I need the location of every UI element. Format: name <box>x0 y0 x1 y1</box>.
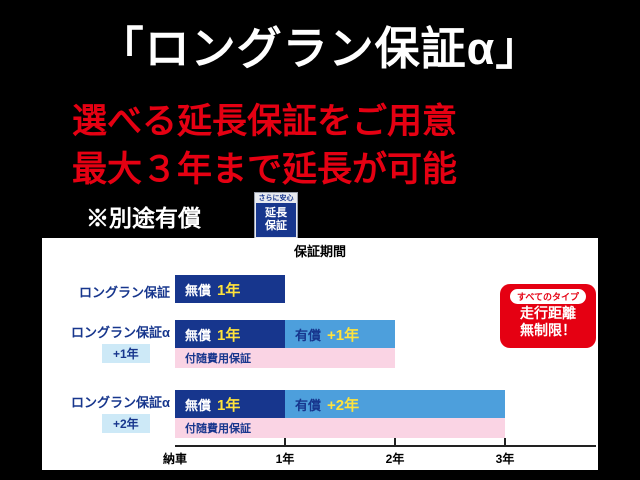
subtitle-line-2: 最大３年まで延長が可能 <box>72 150 458 189</box>
axis-label-3yr: 3年 <box>495 452 515 466</box>
bar-free-value-row3: 1年 <box>217 396 241 414</box>
badge-line-2: 無制限！ <box>520 322 576 338</box>
axis-tick-3yr <box>504 438 506 447</box>
bar-paid-value-row3: +2年 <box>327 396 360 414</box>
bar-paid-row2: 有償 +1年 <box>285 320 395 348</box>
axis-label-2yr: 2年 <box>385 452 405 466</box>
row-label-longrun: ロングラン保証 <box>78 285 170 300</box>
axis-tick-1yr <box>284 438 286 447</box>
bar-free-row3: 無償 1年 <box>175 390 285 418</box>
bar-free-row1: 無償 1年 <box>175 275 285 303</box>
page-title: 「ロングラン保証α」 <box>98 23 542 74</box>
bar-free-label-row3: 無償 <box>185 397 212 413</box>
chart-title: 保証期間 <box>293 244 346 259</box>
stamp-line-2: 保証 <box>265 220 287 232</box>
row-sublabel-alpha1: +1年 <box>102 344 150 363</box>
bar-free-value-row1: 1年 <box>217 281 241 299</box>
row-label-alpha2: ロングラン保証α <box>71 395 170 410</box>
axis-label-1yr: 1年 <box>275 452 295 466</box>
bar-rider-row2: 付随費用保証 <box>175 348 395 368</box>
stamp-body: 延長 保証 <box>256 203 296 237</box>
bar-free-label-row2: 無償 <box>185 327 212 343</box>
unlimited-mileage-badge: すべてのタイプ 走行距離 無制限！ <box>500 284 596 348</box>
row-sublabel-alpha2: +2年 <box>102 414 150 433</box>
badge-line-1: 走行距離 <box>520 305 576 321</box>
extended-warranty-stamp-icon: さらに安心 延長 保証 <box>254 192 298 240</box>
badge-pill: すべてのタイプ <box>509 289 586 304</box>
bar-free-label-row1: 無償 <box>185 282 212 298</box>
row-label-alpha1: ロングラン保証α <box>71 325 170 340</box>
bar-paid-row3: 有償 +2年 <box>285 390 505 418</box>
x-axis-line <box>175 445 596 447</box>
stamp-caption: さらに安心 <box>258 195 294 202</box>
axis-tick-2yr <box>394 438 396 447</box>
bar-paid-label-row2: 有償 <box>295 327 322 343</box>
bar-free-row2: 無償 1年 <box>175 320 285 348</box>
bar-paid-value-row2: +1年 <box>327 326 360 344</box>
paid-option-note: ※別途有償 <box>86 205 201 231</box>
bar-free-value-row2: 1年 <box>217 326 241 344</box>
bar-paid-label-row3: 有償 <box>295 397 322 413</box>
axis-label-delivery: 納車 <box>162 452 187 466</box>
subtitle-line-1: 選べる延長保証をご用意 <box>72 102 458 141</box>
warranty-timeline-chart: 保証期間 ロングラン保証 無償 1年 ロングラン保証α +1年 無償 1年 有償… <box>42 238 598 470</box>
bar-rider-row3: 付随費用保証 <box>175 418 505 438</box>
stamp-line-1: 延長 <box>265 207 287 219</box>
